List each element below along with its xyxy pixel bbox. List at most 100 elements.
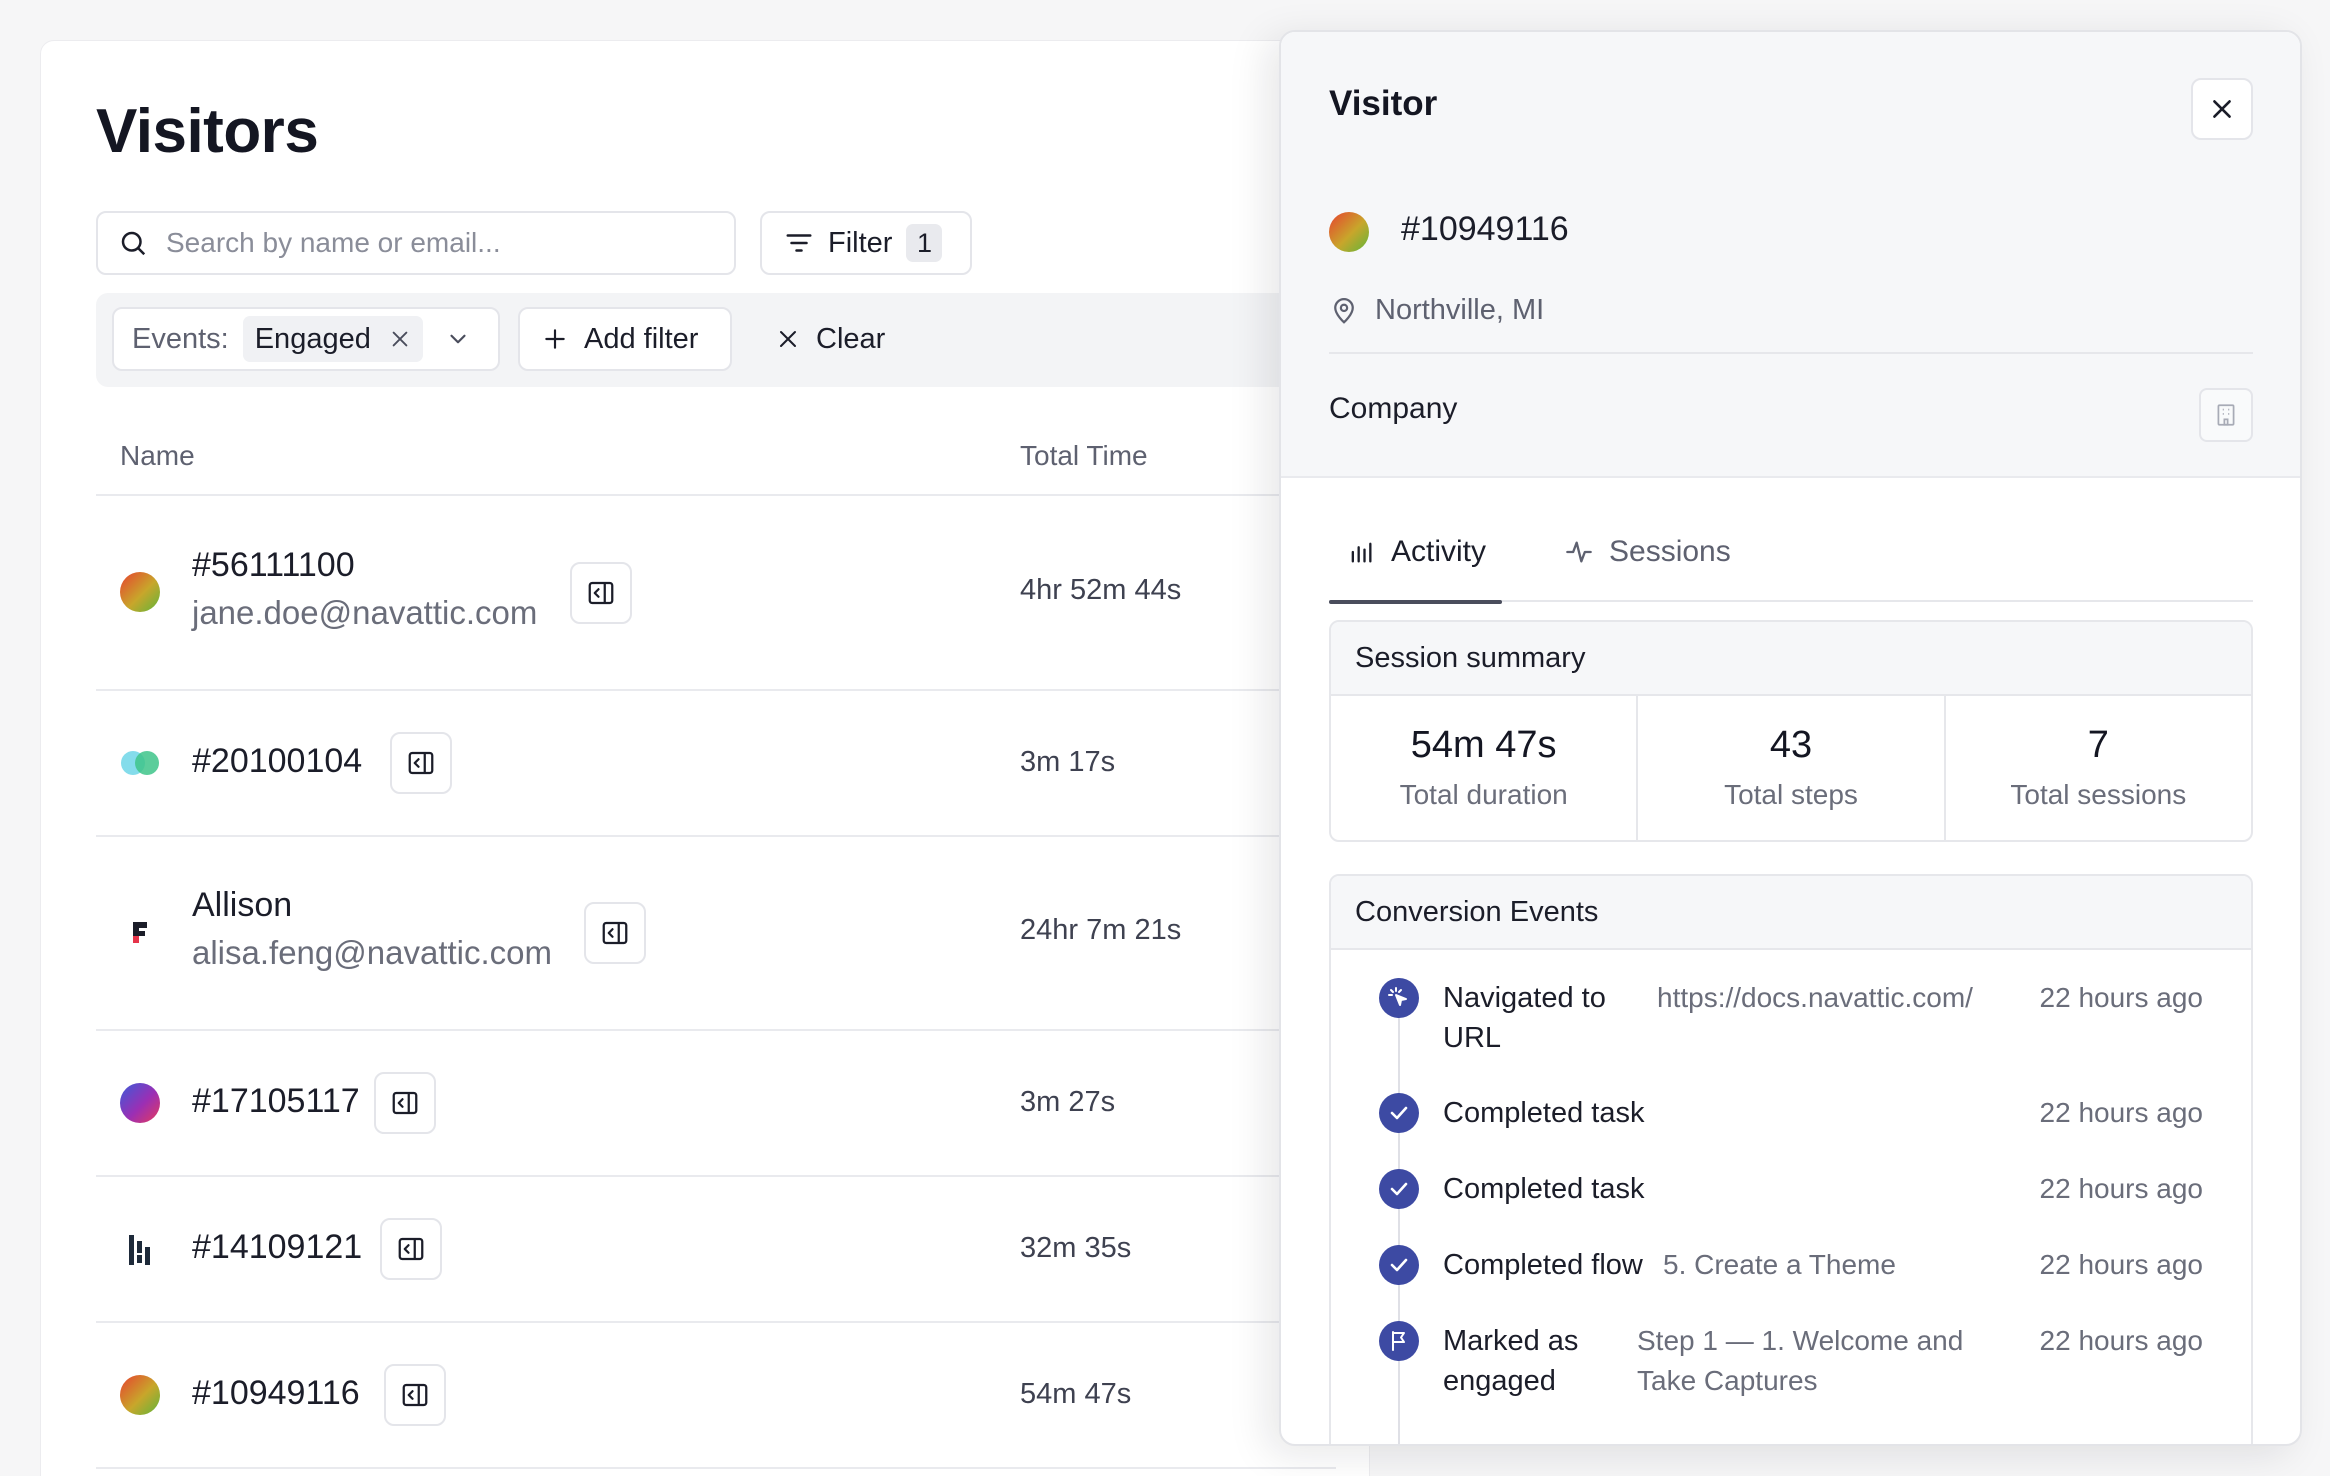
filter-label: Filter: [828, 226, 893, 259]
activity-pulse-icon: [1566, 541, 1592, 563]
filter-button[interactable]: Filter 1: [760, 211, 972, 275]
tab-label: Sessions: [1609, 535, 1731, 568]
bar-chart-icon: [1351, 542, 1372, 563]
event-detail: Step 1 — 1. Welcome and Take Captures: [1637, 1325, 1964, 1396]
visitor-total-time: 32m 35s: [1020, 1232, 1132, 1264]
check-icon: [1379, 1245, 1419, 1285]
stat-label: Total duration: [1399, 779, 1568, 810]
visitor-email: alisa.feng@navattic.com: [192, 934, 553, 971]
visitor-drawer: Visitor #10949116 Northville, MI Company…: [1279, 30, 2302, 1446]
stat-label: Total sessions: [2010, 779, 2187, 810]
table-row[interactable]: #20100104 3m 17s: [96, 690, 1336, 836]
visitor-total-time: 3m 17s: [1020, 746, 1116, 778]
location-text: Northville, MI: [1375, 294, 1545, 326]
cursor-click-icon: [1379, 978, 1419, 1018]
stat-value: 7: [2087, 724, 2109, 766]
event-detail: https://docs.navattic.com/: [1657, 982, 1973, 1013]
add-filter-button[interactable]: Add filter: [518, 307, 732, 371]
table-row[interactable]: #10949116 54m 47s: [96, 1322, 1336, 1468]
row-divider: [96, 1029, 1336, 1031]
flag-icon: [1379, 1321, 1419, 1361]
event-time: 22 hours ago: [2039, 1173, 2203, 1204]
visitor-total-time: 4hr 52m 44s: [1020, 574, 1182, 606]
open-panel-button[interactable]: [584, 902, 646, 964]
row-divider: [96, 835, 1336, 837]
events-filter-chip[interactable]: Events: Engaged: [112, 307, 500, 371]
sidebar-panel-icon: [408, 751, 434, 775]
stat-total-steps: 43 Total steps: [1638, 696, 1946, 840]
event-title: Completed flow: [1443, 1249, 1643, 1281]
column-header-total-time[interactable]: Total Time: [1020, 440, 1148, 471]
visitor-name: #20100104: [192, 742, 363, 780]
avatar: [120, 572, 160, 612]
row-divider: [96, 1321, 1336, 1323]
conversion-events-title: Conversion Events: [1331, 876, 2251, 950]
tab-label: Activity: [1391, 535, 1487, 568]
chevron-down-icon[interactable]: [445, 326, 471, 352]
clear-label: Clear: [816, 322, 886, 355]
event-time: 22 hours ago: [2039, 1249, 2203, 1280]
sidebar-panel-icon: [602, 921, 628, 945]
event-time: 22 hours ago: [2039, 1325, 2203, 1356]
check-icon: [1379, 1169, 1419, 1209]
open-panel-button[interactable]: [384, 1364, 446, 1426]
avatar: [120, 1083, 160, 1123]
open-panel-button[interactable]: [390, 732, 452, 794]
open-panel-button[interactable]: [570, 562, 632, 624]
row-divider: [96, 1175, 1336, 1177]
visitor-name: #56111100: [192, 546, 355, 584]
clear-filters-button[interactable]: Clear: [776, 307, 885, 371]
company-label: Company: [1329, 392, 1458, 425]
timeline-line: [1398, 1004, 1400, 1444]
drawer-tabs: Activity Sessions: [1329, 502, 2253, 604]
open-panel-button[interactable]: [374, 1072, 436, 1134]
open-panel-button[interactable]: [380, 1218, 442, 1280]
visitor-name: #10949116: [192, 1374, 360, 1412]
table-row[interactable]: Allison alisa.feng@navattic.com 24hr 7m …: [96, 836, 1336, 1030]
map-pin-icon: [1334, 297, 1354, 324]
next-event-icon: [1379, 1444, 1419, 1446]
drawer-title: Visitor: [1329, 84, 1438, 123]
visitor-total-time: 24hr 7m 21s: [1020, 914, 1182, 946]
search-box[interactable]: [96, 211, 736, 275]
close-drawer-button[interactable]: [2191, 78, 2253, 140]
events-list: Navigated to URL https://docs.navattic.c…: [1331, 950, 2251, 1446]
event-detail: 5. Create a Theme: [1663, 1249, 1896, 1280]
table-row[interactable]: #14109121 32m 35s: [96, 1176, 1336, 1322]
sidebar-panel-icon: [392, 1091, 418, 1115]
event-title: Completed task: [1443, 1097, 1645, 1129]
visitor-total-time: 3m 27s: [1020, 1086, 1116, 1118]
close-icon: [780, 331, 796, 347]
row-divider: [96, 689, 1336, 691]
table-row[interactable]: #56111100 jane.doe@navattic.com 4hr 52m …: [96, 496, 1336, 690]
tab-activity[interactable]: Activity: [1329, 502, 1503, 604]
overlapping-circles-logo: [121, 751, 159, 775]
search-input[interactable]: [166, 227, 734, 259]
event-time: 22 hours ago: [2039, 982, 2203, 1013]
conversion-events-card: Conversion Events Navigated to URL https…: [1329, 874, 2253, 1446]
stat-label: Total steps: [1724, 779, 1858, 810]
avatar: [1329, 212, 1369, 252]
session-summary-card: Session summary 54m 47s Total duration 4…: [1329, 620, 2253, 842]
plus-icon: [545, 329, 565, 349]
table-row[interactable]: #17105117 3m 27s: [96, 1030, 1336, 1176]
filter-lines-icon: [786, 234, 812, 252]
row-divider: [96, 1467, 1336, 1469]
visitor-name: #17105117: [192, 1082, 360, 1120]
header-divider: [1329, 352, 2253, 354]
tab-sessions[interactable]: Sessions: [1565, 502, 1731, 602]
visitor-name: Allison: [192, 886, 293, 924]
column-header-name[interactable]: Name: [120, 440, 195, 471]
search-icon: [121, 231, 146, 256]
drawer-header: Visitor #10949116 Northville, MI Company: [1281, 32, 2300, 478]
close-icon: [2213, 100, 2231, 118]
building-icon: [2217, 404, 2235, 426]
remove-value-icon[interactable]: [389, 328, 411, 350]
page-title: Visitors: [96, 97, 319, 166]
header-divider: [96, 494, 1336, 496]
visitor-name: #14109121: [192, 1228, 363, 1266]
stat-total-duration: 54m 47s Total duration: [1331, 696, 1639, 840]
event-title: Marked as engaged: [1443, 1325, 1579, 1397]
filter-chip-key: Events:: [132, 322, 229, 355]
stat-value: 43: [1769, 724, 1813, 766]
